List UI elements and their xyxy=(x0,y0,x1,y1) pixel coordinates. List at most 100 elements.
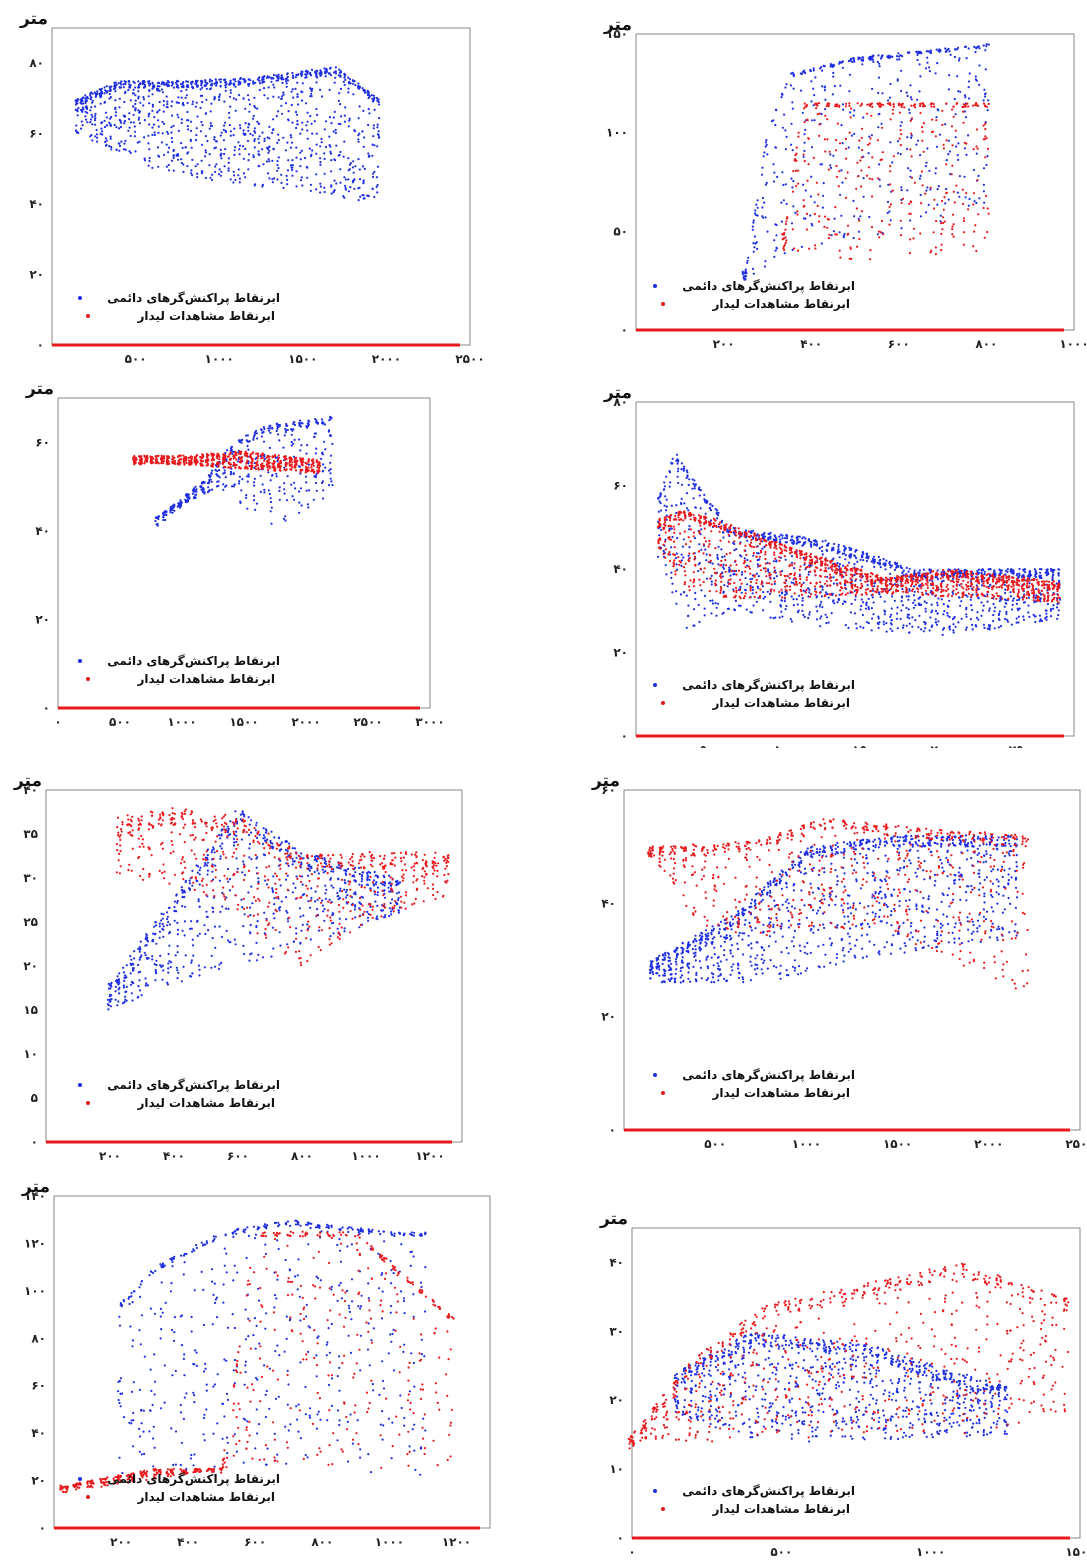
data-point xyxy=(242,97,245,100)
data-point xyxy=(964,196,967,199)
data-point xyxy=(942,208,945,211)
data-point xyxy=(1009,591,1012,594)
data-point xyxy=(899,54,902,57)
data-point xyxy=(676,537,679,540)
data-point xyxy=(879,185,882,188)
data-point xyxy=(359,195,362,198)
data-point xyxy=(711,599,714,602)
data-point xyxy=(186,80,190,83)
data-point xyxy=(205,87,208,90)
data-point xyxy=(362,181,365,184)
y-tick-label: ۵۰ xyxy=(613,224,628,238)
data-point xyxy=(755,203,758,206)
data-point xyxy=(1005,602,1008,605)
data-point xyxy=(158,109,161,112)
data-point xyxy=(313,475,316,478)
data-point xyxy=(802,589,805,592)
data-point xyxy=(205,98,208,101)
data-point xyxy=(199,462,202,465)
data-point xyxy=(289,164,293,167)
data-point xyxy=(827,567,830,570)
data-point xyxy=(310,92,313,95)
data-point xyxy=(191,158,194,161)
data-point xyxy=(761,547,764,550)
data-point xyxy=(719,521,722,524)
data-point xyxy=(134,99,137,102)
data-point xyxy=(928,66,931,69)
data-point xyxy=(269,479,272,482)
data-point xyxy=(1004,588,1007,591)
data-point xyxy=(784,236,787,239)
data-point xyxy=(333,110,336,113)
legend-marker-scatterers xyxy=(78,659,82,663)
data-point xyxy=(790,122,793,125)
data-point xyxy=(754,209,757,212)
data-point xyxy=(868,135,871,138)
data-point xyxy=(928,569,931,572)
data-point xyxy=(978,47,981,50)
data-point xyxy=(299,449,302,452)
data-point xyxy=(272,118,275,121)
data-point xyxy=(85,118,88,121)
data-point xyxy=(900,186,903,189)
data-point xyxy=(816,566,819,569)
data-point xyxy=(952,190,955,193)
data-point xyxy=(877,126,880,129)
data-point xyxy=(973,45,976,48)
data-point xyxy=(855,557,858,560)
data-point xyxy=(677,467,680,470)
data-point xyxy=(980,584,984,587)
data-point xyxy=(100,91,104,94)
data-point xyxy=(192,487,195,490)
data-point xyxy=(142,98,146,101)
data-point xyxy=(755,534,758,537)
data-point xyxy=(227,169,230,172)
data-point xyxy=(179,454,182,457)
data-point xyxy=(357,138,360,141)
data-point xyxy=(803,141,806,144)
data-point xyxy=(722,611,725,614)
data-point xyxy=(792,170,795,173)
data-point xyxy=(162,110,165,113)
data-point xyxy=(117,82,120,85)
legend-marker-scatterers xyxy=(653,284,657,288)
data-point xyxy=(693,483,696,486)
data-point xyxy=(879,57,883,60)
data-point xyxy=(300,176,303,179)
data-point xyxy=(170,81,173,84)
data-point xyxy=(191,174,194,177)
data-point xyxy=(147,95,150,98)
data-point xyxy=(844,196,848,199)
data-point xyxy=(278,465,281,468)
data-point xyxy=(912,227,916,230)
data-point xyxy=(315,152,318,155)
data-point xyxy=(254,183,257,186)
data-point xyxy=(803,160,806,163)
data-point xyxy=(312,471,315,474)
data-point xyxy=(795,542,798,545)
data-point xyxy=(194,461,197,465)
data-point xyxy=(909,169,912,172)
data-point xyxy=(915,50,919,54)
data-point xyxy=(257,455,260,458)
data-point xyxy=(982,623,985,626)
data-point xyxy=(375,176,378,179)
data-point xyxy=(848,131,851,134)
data-point xyxy=(937,185,940,188)
data-point xyxy=(998,610,1001,613)
data-point xyxy=(877,177,880,180)
data-point xyxy=(143,119,146,122)
data-point xyxy=(687,614,690,617)
data-point xyxy=(833,217,836,220)
data-point xyxy=(676,462,679,465)
data-point xyxy=(296,119,299,123)
data-point xyxy=(132,456,135,460)
data-point xyxy=(282,136,285,139)
data-point xyxy=(204,79,207,82)
data-point xyxy=(891,108,894,111)
data-point xyxy=(208,88,212,91)
data-point xyxy=(810,146,814,149)
data-point xyxy=(814,102,817,105)
data-point xyxy=(746,558,749,562)
data-point xyxy=(859,159,862,162)
